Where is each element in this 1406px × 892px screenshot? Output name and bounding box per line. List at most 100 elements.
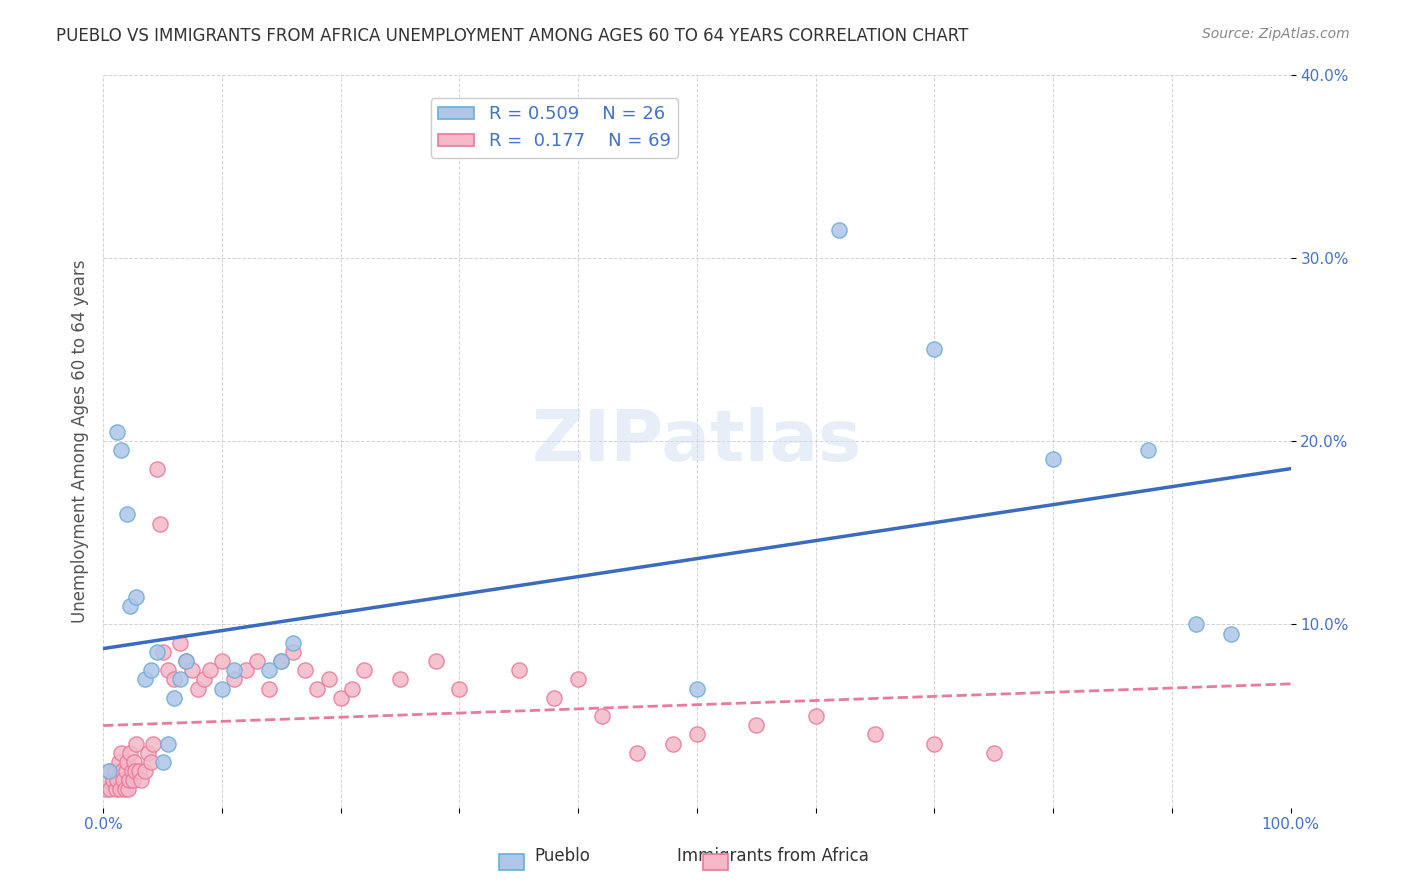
Point xyxy=(187,681,209,696)
Point xyxy=(98,764,121,778)
Point xyxy=(235,663,257,677)
Point xyxy=(211,654,233,668)
Point xyxy=(626,746,648,760)
Point xyxy=(198,663,221,677)
Point xyxy=(259,681,281,696)
Point xyxy=(353,663,375,677)
Point xyxy=(121,773,143,788)
Point xyxy=(121,764,143,778)
Point xyxy=(105,773,128,788)
Point xyxy=(508,663,530,677)
Point xyxy=(114,782,136,797)
Point xyxy=(169,673,191,687)
Point xyxy=(222,663,245,677)
Point xyxy=(118,773,141,788)
Point xyxy=(98,782,121,797)
Point xyxy=(924,737,946,751)
Point xyxy=(425,654,447,668)
Point xyxy=(270,654,292,668)
Point xyxy=(105,782,128,797)
Point xyxy=(181,663,204,677)
Point xyxy=(120,599,142,613)
Point xyxy=(125,590,148,604)
Point xyxy=(163,690,186,705)
Point xyxy=(686,681,709,696)
Text: ZIPatlas: ZIPatlas xyxy=(531,407,862,475)
Point xyxy=(139,755,162,769)
Point xyxy=(145,645,167,659)
Point xyxy=(157,663,180,677)
Point xyxy=(174,654,197,668)
Point xyxy=(115,755,138,769)
Point xyxy=(1042,452,1064,467)
Point xyxy=(924,343,946,357)
Point xyxy=(152,645,174,659)
Point xyxy=(107,755,129,769)
Point xyxy=(117,782,139,797)
Legend: R = 0.509    N = 26, R =  0.177    N = 69: R = 0.509 N = 26, R = 0.177 N = 69 xyxy=(430,98,678,158)
Point xyxy=(98,764,121,778)
Point xyxy=(567,673,589,687)
Text: PUEBLO VS IMMIGRANTS FROM AFRICA UNEMPLOYMENT AMONG AGES 60 TO 64 YEARS CORRELAT: PUEBLO VS IMMIGRANTS FROM AFRICA UNEMPLO… xyxy=(56,27,969,45)
Point xyxy=(134,673,156,687)
Y-axis label: Unemployment Among Ages 60 to 64 years: Unemployment Among Ages 60 to 64 years xyxy=(72,260,89,623)
Point xyxy=(149,516,172,531)
Point xyxy=(983,746,1005,760)
Point xyxy=(134,764,156,778)
Point xyxy=(1137,443,1160,458)
Point xyxy=(108,782,131,797)
Point xyxy=(174,654,197,668)
Point xyxy=(863,727,886,741)
Point xyxy=(125,737,148,751)
Point xyxy=(305,681,328,696)
Point xyxy=(115,508,138,522)
Point xyxy=(136,746,159,760)
Point xyxy=(329,690,352,705)
Point xyxy=(145,461,167,475)
Point xyxy=(281,636,304,650)
Point xyxy=(142,737,165,751)
Point xyxy=(318,673,340,687)
Point xyxy=(139,663,162,677)
Point xyxy=(112,773,135,788)
Point xyxy=(124,764,146,778)
Point xyxy=(259,663,281,677)
Point xyxy=(686,727,709,741)
Point xyxy=(543,690,565,705)
Point xyxy=(281,645,304,659)
Point xyxy=(94,782,117,797)
Point xyxy=(122,755,145,769)
Point xyxy=(104,764,127,778)
Point xyxy=(662,737,685,751)
Point xyxy=(388,673,411,687)
Point xyxy=(342,681,364,696)
Point xyxy=(101,773,124,788)
Point xyxy=(163,673,186,687)
Point xyxy=(270,654,292,668)
Text: Pueblo: Pueblo xyxy=(534,847,591,865)
Point xyxy=(449,681,471,696)
Point xyxy=(222,673,245,687)
Point xyxy=(128,764,150,778)
Point xyxy=(111,764,134,778)
Point xyxy=(294,663,316,677)
Point xyxy=(1184,617,1206,632)
Point xyxy=(246,654,269,668)
Point xyxy=(97,773,120,788)
Point xyxy=(105,425,128,439)
Text: Source: ZipAtlas.com: Source: ZipAtlas.com xyxy=(1202,27,1350,41)
Point xyxy=(211,681,233,696)
Point xyxy=(152,755,174,769)
Point xyxy=(169,636,191,650)
Point xyxy=(193,673,215,687)
Point xyxy=(591,709,613,723)
Point xyxy=(745,718,768,732)
Point xyxy=(110,746,132,760)
Text: Immigrants from Africa: Immigrants from Africa xyxy=(678,847,869,865)
Point xyxy=(110,443,132,458)
Point xyxy=(120,746,142,760)
Point xyxy=(1220,626,1243,640)
Point xyxy=(828,223,851,237)
Point xyxy=(157,737,180,751)
Point xyxy=(129,773,152,788)
